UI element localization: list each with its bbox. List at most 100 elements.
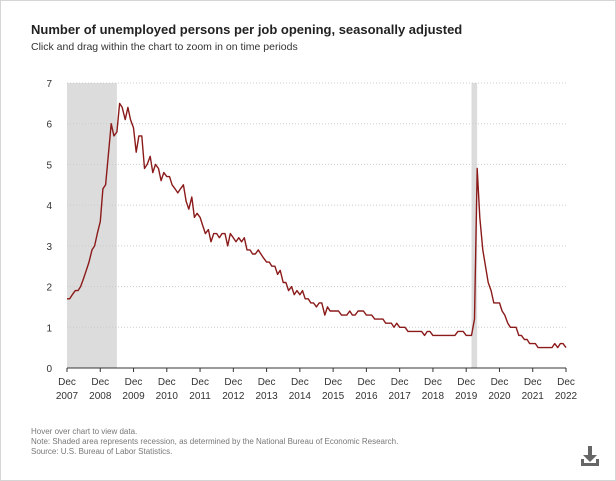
data-point[interactable] (519, 333, 524, 338)
data-point[interactable] (394, 321, 399, 326)
data-point[interactable] (486, 280, 491, 285)
recession-band-2 (471, 83, 478, 368)
data-point[interactable] (98, 219, 103, 224)
data-point[interactable] (272, 264, 277, 269)
data-point[interactable] (106, 150, 111, 155)
data-point[interactable] (103, 182, 108, 187)
data-point[interactable] (497, 300, 502, 305)
data-point[interactable] (261, 256, 266, 261)
data-point[interactable] (483, 264, 488, 269)
data-point[interactable] (477, 215, 482, 220)
data-point[interactable] (203, 231, 208, 236)
y-tick-label-4: 4 (46, 201, 52, 212)
data-point[interactable] (84, 268, 89, 273)
data-point[interactable] (402, 325, 407, 330)
data-point[interactable] (159, 178, 164, 183)
data-point[interactable] (225, 243, 230, 248)
series-unemployed-per-opening (67, 102, 569, 350)
data-point[interactable] (131, 125, 136, 130)
data-point[interactable] (353, 313, 358, 318)
data-point[interactable] (361, 309, 366, 314)
data-point[interactable] (223, 231, 228, 236)
data-point[interactable] (153, 162, 158, 167)
data-point[interactable] (552, 341, 557, 346)
data-point[interactable] (161, 170, 166, 175)
data-point[interactable] (86, 260, 91, 265)
data-point[interactable] (167, 174, 172, 179)
gridlines (67, 82, 566, 328)
data-point[interactable] (186, 207, 191, 212)
data-point[interactable] (184, 199, 189, 204)
data-point[interactable] (469, 333, 474, 338)
data-point[interactable] (502, 313, 507, 318)
data-point[interactable] (427, 329, 432, 334)
x-tick-year-2017: 2017 (389, 391, 412, 402)
data-point[interactable] (120, 105, 125, 110)
data-point[interactable] (178, 186, 183, 191)
source-note: Source: U.S. Bureau of Labor Statistics. (31, 447, 173, 456)
data-point[interactable] (95, 231, 100, 236)
data-point[interactable] (461, 329, 466, 334)
x-tick-month-2012: Dec (224, 377, 242, 388)
data-point[interactable] (253, 252, 258, 257)
data-point[interactable] (125, 105, 130, 110)
data-point[interactable] (311, 300, 316, 305)
data-point[interactable] (419, 329, 424, 334)
data-point[interactable] (128, 117, 133, 122)
x-tick-month-2010: Dec (158, 377, 176, 388)
data-point[interactable] (319, 300, 324, 305)
data-point[interactable] (145, 162, 150, 167)
data-point[interactable] (294, 288, 299, 293)
data-point[interactable] (189, 195, 194, 200)
data-point[interactable] (561, 341, 566, 346)
data-point[interactable] (369, 313, 374, 318)
data-point[interactable] (150, 170, 155, 175)
data-point[interactable] (472, 317, 477, 322)
data-point[interactable] (195, 211, 200, 216)
data-point[interactable] (480, 247, 485, 252)
data-point[interactable] (139, 133, 144, 138)
data-point[interactable] (181, 182, 186, 187)
data-point[interactable] (514, 325, 519, 330)
y-tick-label-2: 2 (46, 283, 52, 294)
data-point[interactable] (452, 333, 457, 338)
data-point[interactable] (286, 288, 291, 293)
data-point[interactable] (123, 117, 128, 122)
data-point[interactable] (344, 313, 349, 318)
x-tick-year-2008: 2008 (89, 391, 112, 402)
data-point[interactable] (564, 345, 569, 350)
data-point[interactable] (283, 280, 288, 285)
x-tick-month-2017: Dec (391, 377, 409, 388)
data-point[interactable] (228, 231, 233, 236)
data-point[interactable] (78, 284, 83, 289)
data-point[interactable] (200, 223, 205, 228)
data-point[interactable] (489, 288, 494, 293)
x-tick-month-2009: Dec (125, 377, 143, 388)
data-point[interactable] (322, 313, 327, 318)
data-point[interactable] (475, 166, 480, 171)
data-point[interactable] (134, 150, 139, 155)
x-tick-month-2011: Dec (191, 377, 209, 388)
data-point[interactable] (289, 284, 294, 289)
data-point[interactable] (336, 309, 341, 314)
data-point[interactable] (209, 239, 214, 244)
data-point[interactable] (111, 133, 116, 138)
data-point[interactable] (109, 121, 114, 126)
data-point[interactable] (156, 166, 161, 171)
data-point[interactable] (198, 215, 203, 220)
data-point[interactable] (81, 276, 86, 281)
download-button[interactable] (579, 444, 601, 468)
data-point[interactable] (236, 235, 241, 240)
data-point[interactable] (70, 292, 75, 297)
x-tick-year-2020: 2020 (488, 391, 511, 402)
data-point[interactable] (300, 288, 305, 293)
data-point[interactable] (278, 268, 283, 273)
data-point[interactable] (148, 154, 153, 159)
data-point[interactable] (206, 227, 211, 232)
data-point[interactable] (114, 129, 119, 134)
x-tick-month-2007: Dec (58, 377, 76, 388)
data-point[interactable] (92, 243, 97, 248)
data-point[interactable] (170, 182, 175, 187)
data-point[interactable] (242, 235, 247, 240)
